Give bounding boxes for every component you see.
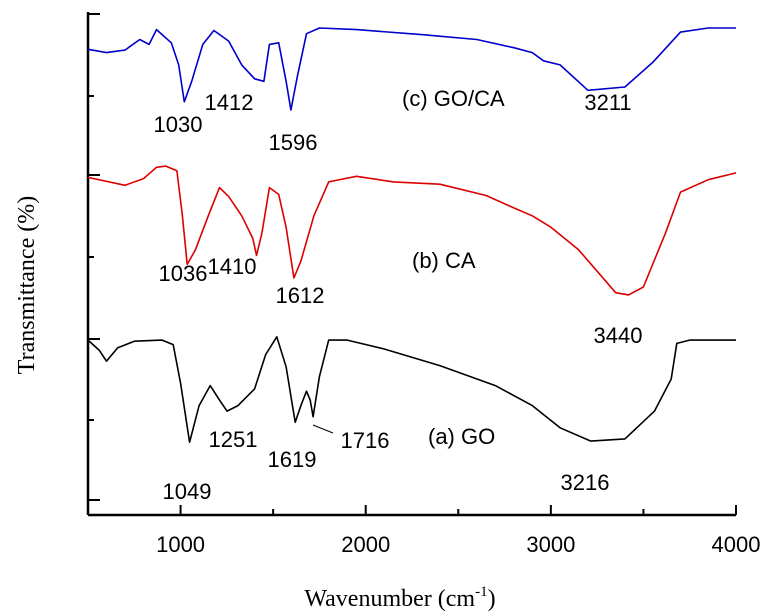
x-tick-label: 3000 <box>526 532 575 557</box>
peak-label: 1716 <box>341 428 390 453</box>
series-label-go-ca: (c) GO/CA <box>402 86 505 111</box>
series-label-go: (a) GO <box>428 424 495 449</box>
peak-label: 1036 <box>159 261 208 286</box>
peak-label: 1410 <box>208 254 257 279</box>
peak-label: 1596 <box>269 130 318 155</box>
series-line-1 <box>87 165 737 296</box>
series-line-0 <box>87 27 736 111</box>
peak-label: 1049 <box>163 479 212 504</box>
y-ticks <box>88 13 100 501</box>
peak-label: 1619 <box>268 447 317 472</box>
peak-leader-line <box>312 424 334 434</box>
peak-label: 1412 <box>205 90 254 115</box>
x-tick-label: 1000 <box>156 532 205 557</box>
x-axis-title: Wavenumber (cm-1) <box>304 584 495 612</box>
x-ticks: 1000 2000 3000 4000 <box>156 505 760 557</box>
peak-label: 3216 <box>561 470 610 495</box>
x-tick-label: 4000 <box>712 532 761 557</box>
peak-label: 1251 <box>209 427 258 452</box>
peak-label: 3211 <box>584 90 631 115</box>
peak-label: 1612 <box>276 283 325 308</box>
x-tick-label: 2000 <box>341 532 390 557</box>
series-layer <box>87 27 737 444</box>
series-label-ca: (b) CA <box>412 248 476 273</box>
peak-label: 3440 <box>594 323 643 348</box>
peak-label: 1030 <box>154 112 203 137</box>
y-axis-title: Transmittance (%) <box>14 196 40 374</box>
series-line-2 <box>87 335 736 444</box>
